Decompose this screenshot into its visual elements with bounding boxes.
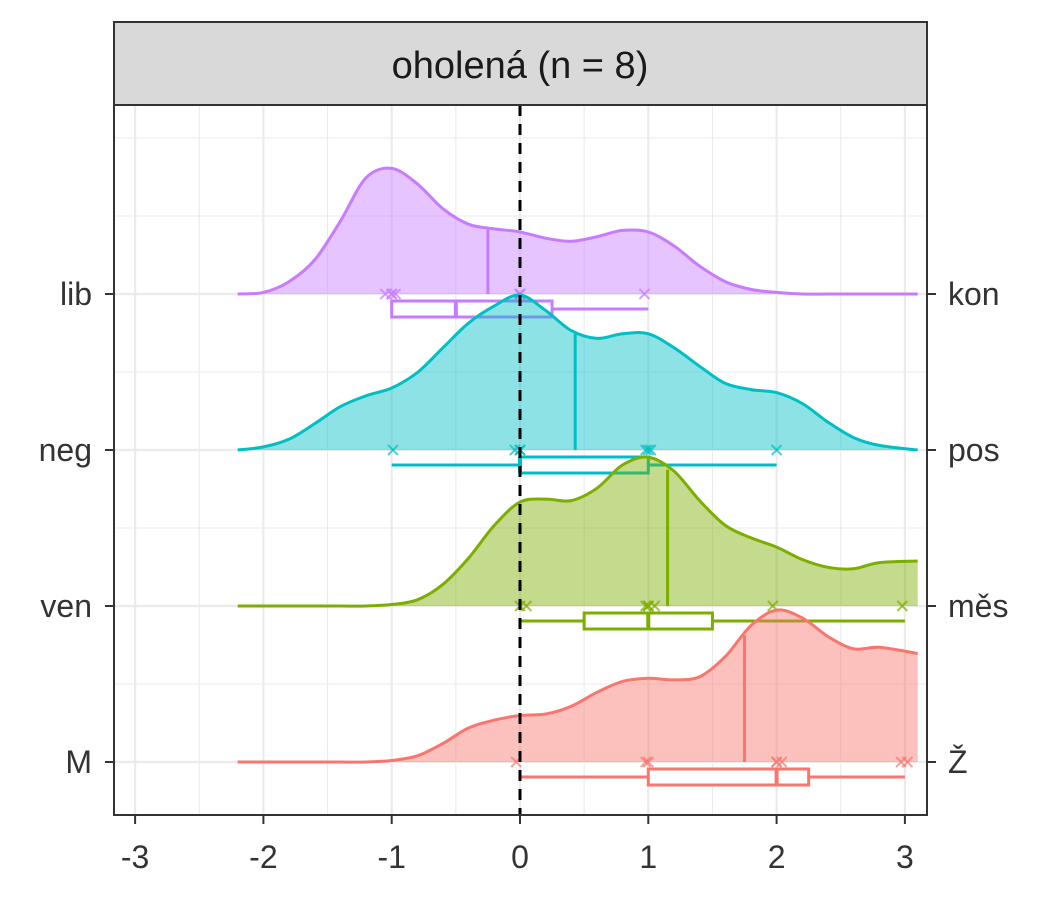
data-point <box>896 600 909 612</box>
data-point <box>640 444 652 456</box>
data-point <box>509 444 521 456</box>
density-curve <box>237 455 918 608</box>
data-point <box>387 444 399 456</box>
x-tick-label: -1 <box>377 839 405 875</box>
data-point <box>645 444 657 456</box>
data-point <box>385 288 398 300</box>
data-point <box>649 600 661 612</box>
y-left-tick-label: M <box>65 744 92 780</box>
y-left-tick-label: lib <box>60 276 92 312</box>
y-right-tick-label: Ž <box>948 744 968 780</box>
y-right-tick-label: kon <box>948 276 1000 312</box>
box-iqr <box>390 299 554 319</box>
data-point <box>642 756 655 768</box>
ridge-series-ven <box>237 455 918 631</box>
x-tick-label: -2 <box>249 839 277 875</box>
data-point <box>770 444 783 456</box>
data-point <box>642 444 655 456</box>
data-point <box>520 600 533 612</box>
y-left-tick-label: neg <box>39 432 92 468</box>
data-point <box>638 288 651 300</box>
x-tick-label: 1 <box>639 839 657 875</box>
density-curve <box>237 166 918 296</box>
data-point <box>389 288 402 300</box>
x-tick-label: -3 <box>121 839 149 875</box>
x-tick-label: 0 <box>511 839 529 875</box>
facet-label: oholená (n = 8) <box>392 45 649 87</box>
ridge-series-lib <box>237 166 918 319</box>
box-iqr <box>646 767 811 787</box>
data-point <box>640 756 652 768</box>
data-point <box>776 756 788 768</box>
data-point <box>770 756 783 768</box>
density-fill <box>237 168 918 295</box>
density-fill <box>237 457 918 607</box>
density-fill <box>237 609 918 763</box>
ridge-series-M <box>237 608 918 787</box>
data-point <box>901 756 914 768</box>
x-tick-label: 2 <box>768 839 786 875</box>
ridge-series-group <box>237 166 918 787</box>
y-right-tick-label: měs <box>948 588 1008 624</box>
y-right-tick-label: pos <box>948 432 1000 468</box>
x-tick-label: 3 <box>896 839 914 875</box>
density-curve <box>237 293 918 452</box>
density-curve <box>237 608 918 764</box>
y-left-tick-label: ven <box>40 588 92 624</box>
density-fill <box>237 294 918 450</box>
axis-ticks: -3 -2 -1 0 1 2 3 lib kon neg pos ven měs M Ž <box>39 276 1009 875</box>
data-point <box>640 600 652 612</box>
facet-strip <box>113 21 928 106</box>
